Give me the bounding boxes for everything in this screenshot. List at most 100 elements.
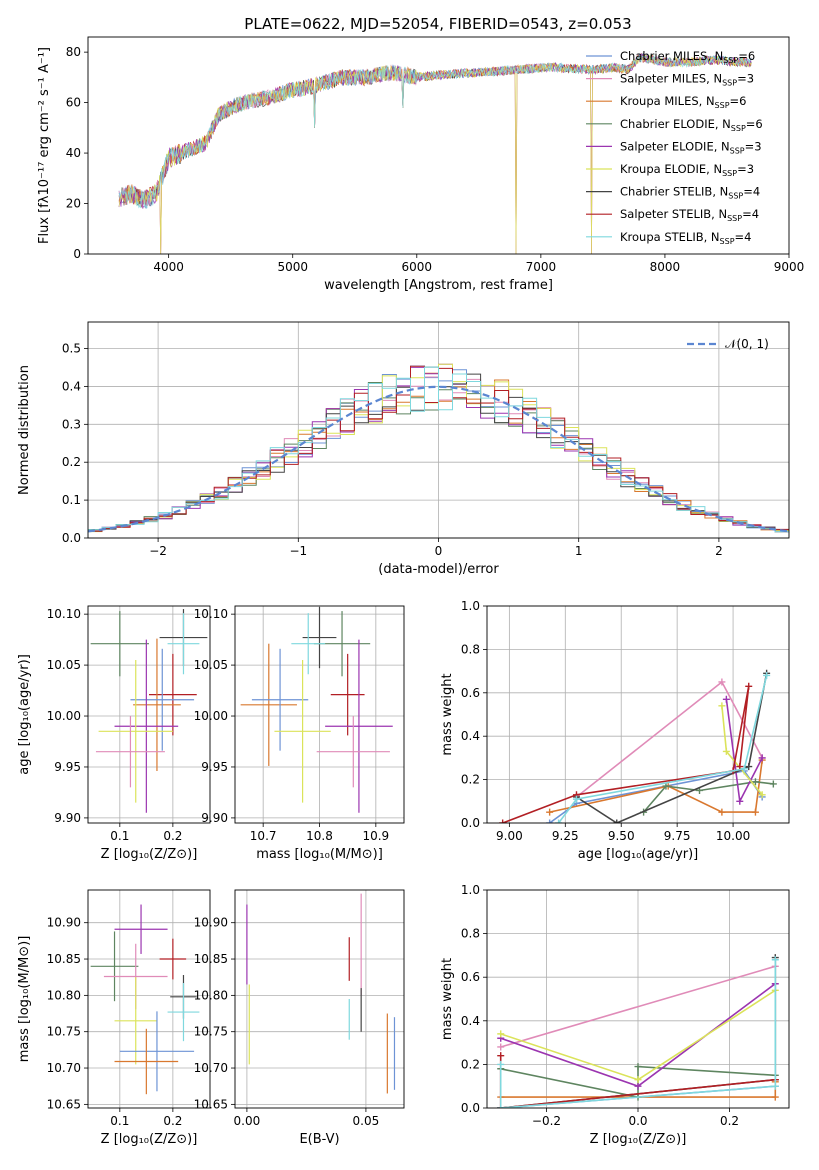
y-tick-label: 10.00 xyxy=(47,709,81,723)
y-tick-label: 0.5 xyxy=(62,342,81,356)
weight-marker xyxy=(758,791,766,799)
weight-marker xyxy=(497,1052,505,1060)
y-tick-label: 9.95 xyxy=(54,760,81,774)
y-tick-label: 1.0 xyxy=(461,883,480,897)
x-tick-label: 0.00 xyxy=(234,1114,261,1128)
weight-marker xyxy=(745,763,753,771)
weight-marker xyxy=(497,1104,505,1108)
y-tick-label: 40 xyxy=(66,146,81,160)
weight-marker xyxy=(546,808,554,816)
errorbar-point xyxy=(149,653,197,736)
weight-marker xyxy=(722,747,730,755)
y-tick-label: 1.0 xyxy=(461,599,480,613)
x-tick-label: 0.2 xyxy=(163,829,182,843)
weight-marker xyxy=(771,956,779,964)
chart-age_vs_mass: 10.7 10.8 10.9 9.90 9.95 10.00 10.05 10.10 mass … xyxy=(194,605,405,862)
weight-line xyxy=(500,965,776,1048)
y-tick-label: 0.6 xyxy=(461,686,480,700)
x-tick-label: 5000 xyxy=(277,260,308,274)
y-tick-label: 0.2 xyxy=(62,455,81,469)
weight-marker xyxy=(736,797,744,805)
axes-frame xyxy=(234,605,405,824)
legend-entry: Salpeter ELODIE, NSSP=3 xyxy=(620,139,762,155)
errorbar-point xyxy=(274,659,331,803)
normal-curve xyxy=(88,385,789,533)
x-tick-label: 1 xyxy=(575,544,583,558)
x-tick-label: 6000 xyxy=(402,260,433,274)
y-tick-label: 0.8 xyxy=(461,642,480,656)
legend-entry: Chabrier STELIB, NSSP=4 xyxy=(620,185,760,201)
spectrum-line xyxy=(118,54,752,209)
chart-mass_vs_Z: 0.1 0.2 10.65 10.70 10.75 10.80 10.85 10.90 Z [l… xyxy=(17,889,211,1147)
y-axis-label: Flux [fλ10⁻¹⁷ erg cm⁻² s⁻¹ A⁻¹] xyxy=(37,47,52,244)
weight-marker xyxy=(634,1076,642,1084)
weight-marker xyxy=(634,1082,642,1090)
x-tick-label: 9.75 xyxy=(664,829,691,843)
y-tick-label: 0.3 xyxy=(62,417,81,431)
weight-series xyxy=(555,671,771,823)
errorbar-point xyxy=(325,639,393,813)
chart-age_vs_Z: 0.1 0.2 9.90 9.95 10.00 10.05 10.10 Z [log₁₀(Z/… xyxy=(17,605,211,862)
legend-entry: Salpeter STELIB, NSSP=4 xyxy=(620,207,759,223)
y-tick-label: 0.4 xyxy=(62,379,81,393)
y-tick-label: 9.95 xyxy=(201,760,228,774)
x-tick-label: 10.7 xyxy=(250,829,277,843)
weight-marker xyxy=(546,819,554,823)
plot-area xyxy=(90,609,208,813)
x-tick-label: 4000 xyxy=(153,260,184,274)
weight-series xyxy=(497,956,779,1108)
x-tick-label: 10.8 xyxy=(306,829,333,843)
y-tick-label: 10.00 xyxy=(194,709,228,723)
weight-line xyxy=(557,675,768,823)
x-tick-label: 2 xyxy=(715,544,723,558)
weight-series xyxy=(718,702,766,799)
weight-marker xyxy=(555,819,563,823)
weight-series xyxy=(572,669,771,823)
errorbar-point xyxy=(167,983,200,1042)
y-tick-label: 10.65 xyxy=(47,1097,81,1111)
legend-entry: Kroupa MILES, NSSP=6 xyxy=(620,94,746,110)
y-tick-label: 10.70 xyxy=(47,1061,81,1075)
x-axis-label: age [log₁₀(age/yr)] xyxy=(578,847,699,862)
weight-marker xyxy=(718,702,726,710)
weight-marker xyxy=(718,678,726,686)
weight-marker xyxy=(497,1043,505,1051)
y-tick-label: 9.90 xyxy=(201,811,228,825)
y-tick-label: 10.75 xyxy=(194,1025,228,1039)
x-tick-label: 9.50 xyxy=(608,829,635,843)
y-tick-label: 0.2 xyxy=(461,1057,480,1071)
weight-marker xyxy=(751,808,759,816)
y-tick-label: 0.4 xyxy=(461,1014,480,1028)
y-tick-label: 10.65 xyxy=(194,1097,228,1111)
weight-series xyxy=(499,682,753,823)
errorbar-point xyxy=(251,648,309,751)
y-axis-label: mass [log₁₀(M/M⊙)] xyxy=(17,936,32,1063)
legend-entry: Chabrier MILES, NSSP=6 xyxy=(620,49,755,65)
y-axis-label: age [log₁₀(age/yr)] xyxy=(17,654,32,775)
weight-marker xyxy=(497,1060,505,1068)
y-tick-label: 20 xyxy=(66,197,81,211)
x-tick-label: 0.1 xyxy=(110,829,129,843)
legend: 𝒩(0, 1) xyxy=(687,337,769,351)
y-tick-label: 10.80 xyxy=(47,988,81,1002)
errorbar-point xyxy=(95,716,165,788)
axes-frame xyxy=(87,36,790,255)
axes-frame xyxy=(486,889,790,1109)
x-tick-label: 0.1 xyxy=(110,1114,129,1128)
y-tick-label: 10.10 xyxy=(47,607,81,621)
x-tick-label: 0 xyxy=(435,544,443,558)
weight-line xyxy=(502,686,750,823)
weight-marker xyxy=(718,808,726,816)
weight-marker xyxy=(771,1082,779,1090)
legend-entry: Kroupa ELODIE, NSSP=3 xyxy=(620,162,754,178)
x-axis-label: wavelength [Angstrom, rest frame] xyxy=(324,278,553,293)
y-tick-label: 10.05 xyxy=(47,658,81,672)
x-axis-label: (data-model)/error xyxy=(378,562,499,577)
axes-frame xyxy=(87,605,211,824)
plot-area xyxy=(497,954,779,1108)
y-tick-label: 10.85 xyxy=(194,952,228,966)
y-tick-label: 0.6 xyxy=(461,970,480,984)
y-tick-label: 0.4 xyxy=(461,729,480,743)
errorbar-point xyxy=(90,931,139,1002)
weight-marker xyxy=(758,754,766,762)
